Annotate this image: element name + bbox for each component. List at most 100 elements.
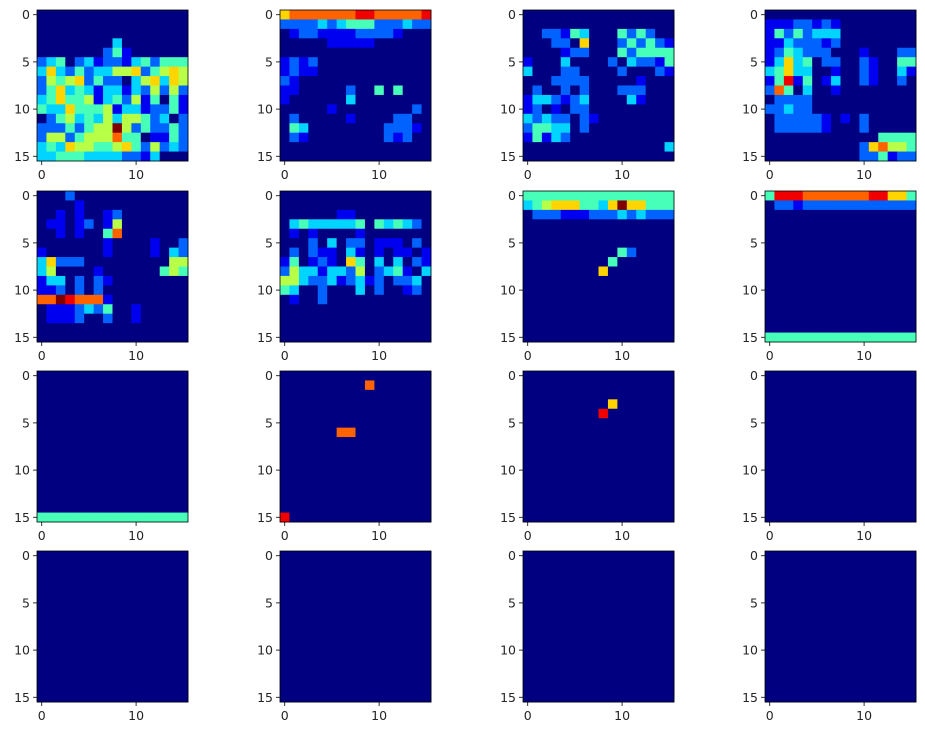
heatmap-cell (645, 389, 656, 400)
heatmap-cell (140, 104, 151, 115)
heatmap-cell (560, 313, 571, 324)
heatmap-cell (298, 38, 309, 49)
heatmap-cell (150, 493, 161, 504)
heatmap-cell (150, 551, 161, 561)
heatmap-cell (121, 484, 132, 495)
heatmap-cell (140, 151, 151, 162)
heatmap-cell (849, 598, 860, 609)
heatmap-cell (298, 484, 309, 495)
heatmap-cell (298, 551, 309, 561)
heatmap-cell (897, 626, 907, 637)
y-tick-label: 10 (14, 102, 30, 117)
heatmap-cell (412, 617, 422, 627)
heatmap-cell (906, 132, 917, 143)
heatmap-cell (327, 123, 338, 134)
heatmap-cell (289, 617, 300, 627)
heatmap-cell (169, 113, 179, 124)
heatmap-cell (570, 493, 581, 504)
heatmap-cell (308, 408, 319, 419)
heatmap-cell (55, 408, 66, 419)
heatmap-cell (355, 455, 366, 466)
heatmap-cell (412, 313, 422, 324)
heatmap-cell (308, 332, 319, 343)
heatmap-cell (178, 692, 189, 703)
heatmap-cell (393, 151, 404, 162)
heatmap-cell (178, 209, 189, 220)
heatmap-cell (140, 635, 151, 646)
heatmap-cell (859, 560, 870, 571)
heatmap-cell (103, 437, 113, 447)
heatmap-cell (812, 209, 823, 220)
heatmap-cell (765, 626, 775, 637)
heatmap-cell (131, 191, 142, 201)
heatmap-cell (589, 66, 599, 77)
heatmap-cell (626, 57, 637, 68)
heatmap-cell (765, 28, 775, 39)
heatmap-cell (280, 19, 290, 30)
heatmap-cell (308, 626, 319, 637)
heatmap-cell (159, 275, 170, 286)
x-tick-label: 0 (38, 708, 46, 723)
heatmap-cell (598, 85, 609, 96)
heatmap-cell (383, 257, 394, 267)
heatmap-cell (412, 332, 422, 343)
heatmap-cell (289, 313, 300, 324)
heatmap-cell (150, 654, 161, 665)
heatmap-cell (84, 238, 95, 249)
heatmap-cell (645, 66, 656, 77)
heatmap-cell (280, 266, 290, 277)
heatmap-cell (802, 66, 813, 77)
heatmap-cell (421, 673, 432, 684)
heatmap-cell (74, 437, 85, 447)
heatmap-cell (541, 455, 552, 466)
heatmap-cell (626, 209, 637, 220)
heatmap-cell (551, 427, 562, 438)
heatmap-cell (383, 437, 394, 447)
heatmap-cell (131, 645, 142, 656)
heatmap-cell (607, 569, 618, 580)
heatmap-cell (402, 579, 413, 590)
heatmap-cell (821, 588, 832, 599)
heatmap-cell (112, 257, 123, 267)
heatmap-cell (570, 437, 581, 447)
heatmap-cell (765, 635, 775, 646)
heatmap-cell (150, 19, 161, 30)
heatmap-cell (523, 266, 533, 277)
heatmap-cell (523, 692, 533, 703)
heatmap-cell (831, 123, 841, 134)
heatmap-cell (849, 151, 860, 162)
heatmap-cell (393, 683, 404, 693)
heatmap-cell (774, 94, 785, 105)
heatmap-cell (364, 294, 375, 305)
heatmap-cell (765, 266, 775, 277)
heatmap-cell (364, 427, 375, 438)
heatmap-cell (121, 617, 132, 627)
heatmap-cell (103, 191, 113, 201)
heatmap-cell (112, 598, 123, 609)
heatmap-cell (645, 200, 656, 211)
heatmap-cell (364, 437, 375, 447)
heatmap-cell (655, 247, 665, 258)
heatmap-cell (55, 560, 66, 571)
heatmap-cell (150, 285, 161, 296)
heatmap-cell (383, 219, 394, 230)
heatmap-cell (774, 474, 785, 485)
heatmap-cell (308, 493, 319, 504)
heatmap-cell (178, 228, 189, 239)
heatmap-cell (55, 474, 66, 485)
heatmap-cell (774, 560, 785, 571)
heatmap-cell (421, 408, 432, 419)
heatmap-cell (421, 654, 432, 665)
heatmap-cell (859, 85, 870, 96)
heatmap-cell (84, 560, 95, 571)
heatmap-cell (849, 399, 860, 410)
heatmap-cell (412, 399, 422, 410)
heatmap-cell (37, 47, 47, 58)
heatmap-cell (37, 323, 47, 333)
heatmap-cell (831, 275, 841, 286)
heatmap-cell (412, 304, 422, 315)
heatmap-cell (859, 607, 870, 618)
heatmap-cell (897, 304, 907, 315)
heatmap-cell (765, 113, 775, 124)
heatmap-cell (37, 551, 47, 561)
